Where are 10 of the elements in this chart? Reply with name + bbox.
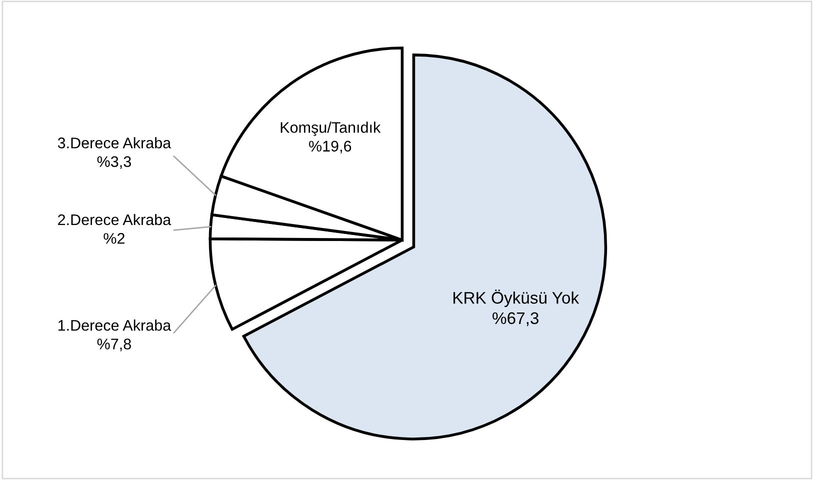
slice-label: 1.Derece Akraba: [58, 320, 172, 331]
data-label: %3,3: [97, 156, 131, 169]
slice-label: 3.Derece Akraba: [58, 137, 172, 148]
data-label: %7,8: [97, 338, 131, 352]
data-label: %19,6: [309, 140, 352, 154]
slice-label: 2.Derece Akraba: [58, 214, 172, 226]
data-label: %67,3: [492, 312, 538, 326]
data-label: %2: [104, 233, 124, 244]
slice-label: KRK Öyküsü Yok: [453, 290, 580, 308]
slice-label: Komşu/Tanıdık: [280, 122, 381, 136]
